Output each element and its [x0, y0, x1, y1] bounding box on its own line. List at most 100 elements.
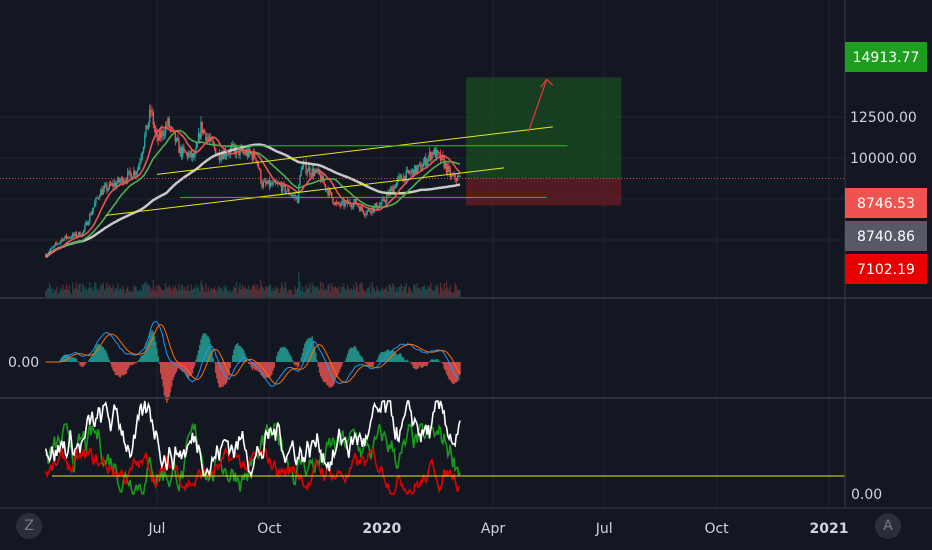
oscillator-histogram-bar — [240, 346, 243, 362]
auto-scale-label: A — [883, 518, 893, 534]
volume-bar — [428, 287, 431, 297]
oscillator-histogram-bar — [272, 362, 274, 371]
volume-bar — [200, 280, 202, 297]
oscillator-histogram-bar — [333, 362, 335, 385]
candle-body — [151, 111, 153, 113]
oscillator-histogram-bar — [229, 362, 232, 369]
candle-body — [101, 189, 103, 195]
oscillator-histogram-bar — [366, 362, 368, 364]
candle-body — [403, 175, 405, 182]
candle-body — [113, 183, 115, 187]
candle-body — [262, 181, 264, 188]
candle-body — [447, 166, 449, 173]
oscillator-histogram-bar — [186, 362, 189, 378]
oscillator-histogram-bar — [195, 359, 197, 362]
oscillator-histogram-bar — [298, 362, 300, 367]
volume-bar — [349, 289, 351, 297]
oscillator-histogram-bar — [156, 348, 158, 362]
volume-bar — [272, 288, 274, 297]
volume-bar — [393, 285, 395, 297]
oscillator-histogram-bar — [331, 362, 333, 387]
volume-bar — [97, 290, 99, 297]
candle-body — [263, 180, 266, 182]
candle-body — [219, 159, 222, 161]
oscillator-histogram-bar — [296, 362, 299, 368]
oscillator-histogram-bar — [124, 362, 126, 375]
volume-bar — [288, 289, 290, 297]
candle-body — [144, 135, 146, 147]
volume-bar — [136, 291, 139, 297]
oscillator-histogram-bar — [152, 331, 155, 362]
oscillator-histogram-bar — [360, 356, 362, 362]
volume-bar — [458, 289, 460, 297]
oscillator-histogram-bar — [305, 341, 307, 362]
volume-bar — [191, 289, 194, 297]
time-axis[interactable]: Jul Oct 2020 Apr Jul Oct 2021 — [148, 521, 849, 537]
auto-scale-toggle-button[interactable]: A — [875, 513, 901, 539]
oscillator-histogram-bar — [155, 342, 157, 362]
candle-body — [273, 181, 275, 183]
volume-bar — [108, 284, 110, 297]
candle-body — [320, 174, 322, 182]
candle-body — [68, 237, 70, 239]
candle-body — [412, 169, 415, 177]
volume-bar — [128, 290, 130, 297]
candle-body — [51, 247, 53, 249]
oscillator-histogram-bar — [74, 357, 76, 362]
candle-body — [57, 243, 59, 245]
oscillator-histogram-bar — [443, 362, 445, 369]
candle-body — [82, 229, 85, 233]
volume-bar — [107, 287, 109, 297]
candle-body — [140, 157, 142, 162]
volume-bar — [193, 287, 195, 297]
candle-body — [277, 183, 279, 185]
volume-bar — [300, 290, 302, 297]
volume-bar — [358, 291, 360, 297]
oscillator-histogram-bar — [328, 362, 330, 388]
oscillator-histogram-bar — [200, 339, 202, 362]
candle-body — [87, 222, 90, 226]
volume-bar — [52, 292, 54, 297]
candle-body — [429, 152, 432, 160]
volume-bar — [58, 291, 60, 297]
volume-bar — [270, 285, 272, 297]
volume-bar — [63, 289, 65, 297]
candle-body — [247, 149, 250, 157]
volume-bar — [361, 283, 363, 297]
oscillator-histogram-bar — [102, 346, 104, 362]
oscillator-histogram-bar — [137, 360, 140, 362]
candle-body — [324, 184, 327, 190]
oscillator-histogram-bar — [362, 360, 365, 362]
candle-body — [276, 183, 278, 184]
candle-body — [365, 213, 367, 216]
oscillator-histogram-bar — [268, 362, 271, 378]
volume-bar — [174, 285, 176, 297]
oscillator-histogram-bar — [277, 352, 279, 362]
oscillator-histogram-bar — [368, 362, 371, 367]
oscillator-histogram-bar — [332, 362, 334, 387]
log-scale-toggle-button[interactable]: Z — [16, 513, 42, 539]
volume-bar — [169, 288, 172, 297]
candle-body — [74, 232, 76, 236]
candle-body — [246, 151, 249, 157]
candle-body — [436, 150, 438, 158]
candle-body — [195, 146, 197, 154]
indicator-line — [45, 400, 461, 479]
oscillator-histogram-bar — [163, 362, 166, 396]
candle-body — [186, 152, 189, 158]
pane-dividers[interactable] — [0, 0, 932, 509]
oscillator-line — [45, 320, 461, 387]
oscillator-histogram-bar — [355, 347, 357, 362]
volume-bar — [456, 290, 459, 297]
volume-bar — [95, 282, 97, 297]
oscillator-histogram-bar — [254, 362, 256, 370]
candle-body — [230, 146, 233, 149]
candle-body — [293, 195, 295, 196]
oscillator-histogram-bar — [449, 362, 451, 381]
volume-bar — [348, 288, 350, 297]
price-badge-background — [845, 42, 927, 72]
candle-body — [456, 176, 459, 181]
candle-body — [359, 207, 361, 212]
